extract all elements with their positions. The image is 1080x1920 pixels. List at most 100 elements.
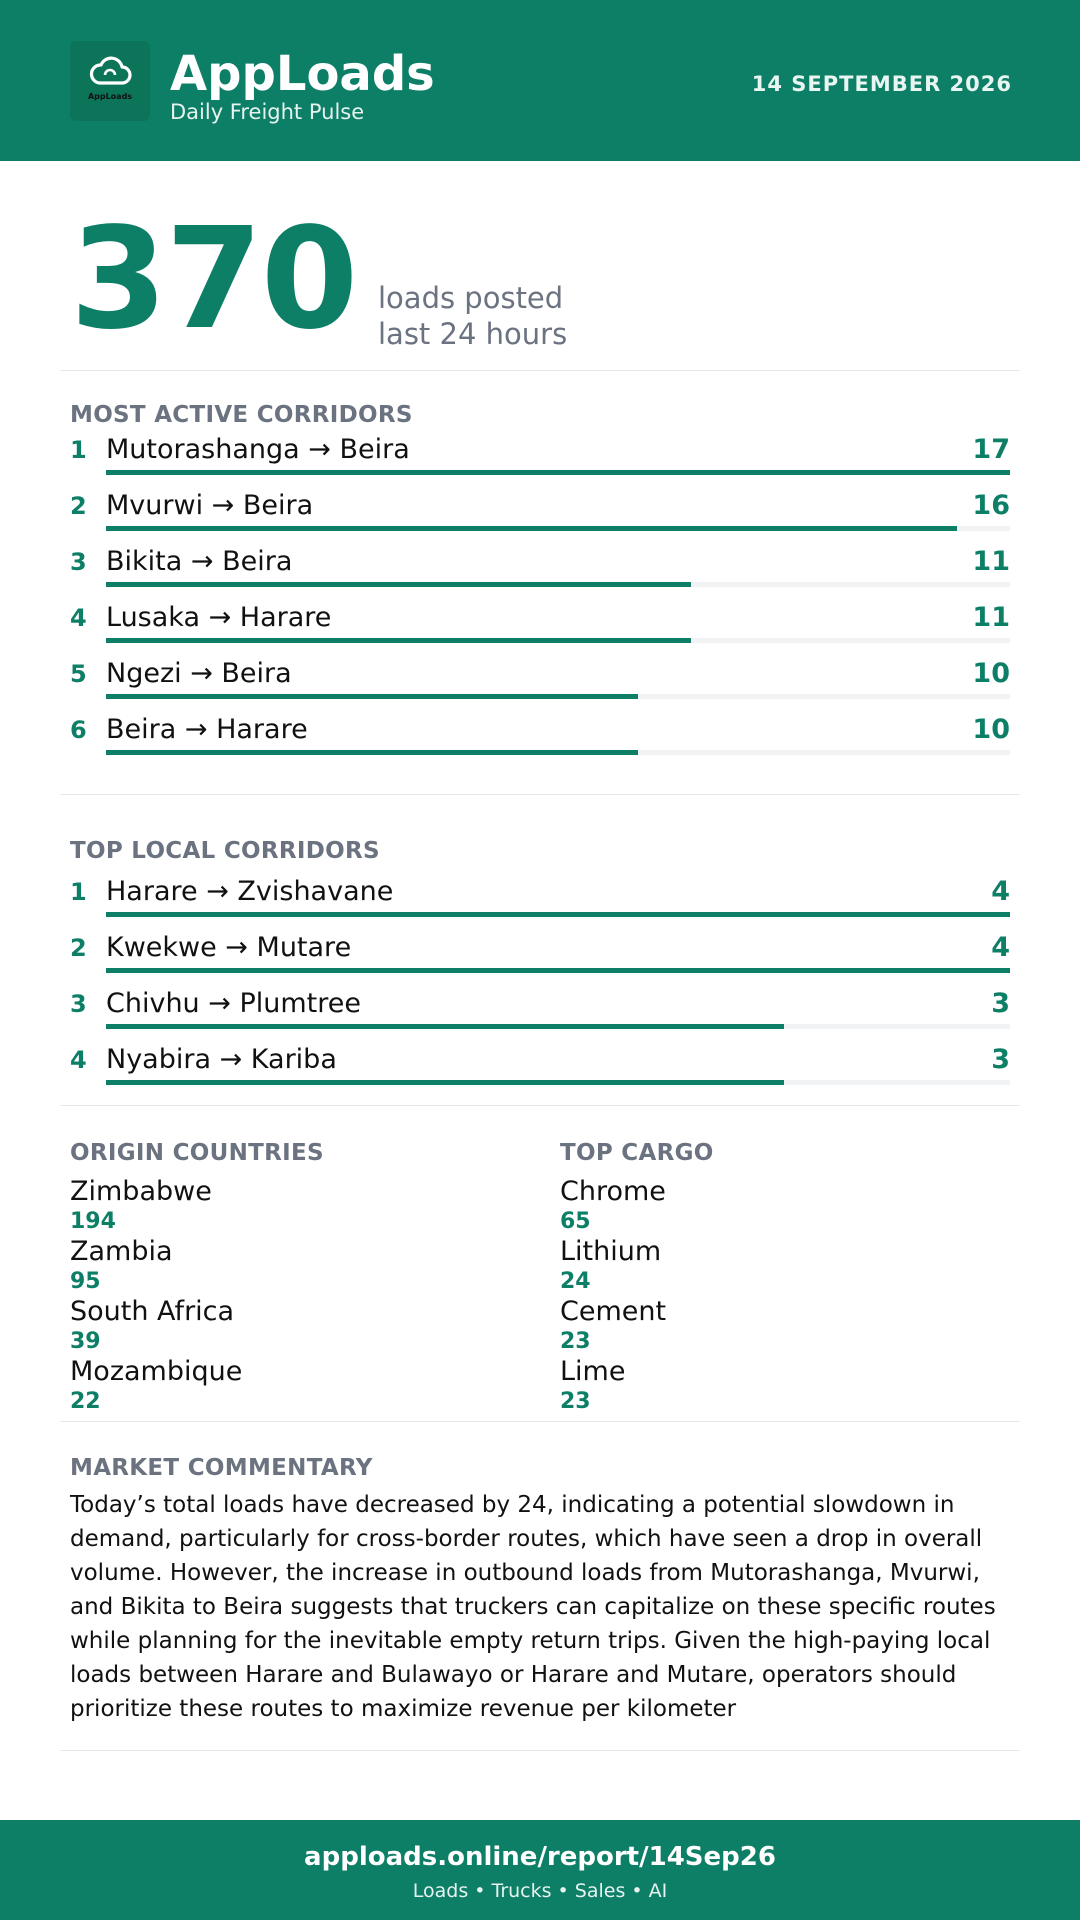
corridor-bar-track (106, 638, 1010, 643)
list-item-name: Mozambique (70, 1356, 243, 1387)
corridor-bar-track (106, 968, 1010, 973)
corridor-row: 1 Harare → Zvishavane 4 (70, 876, 1010, 932)
corridor-route: Nyabira → Kariba (106, 1044, 337, 1075)
corridor-count: 11 (972, 602, 1010, 633)
corridor-rank: 3 (70, 548, 87, 576)
corridor-route: Lusaka → Harare (106, 602, 332, 633)
corridor-bar-track (106, 470, 1010, 475)
divider (60, 1421, 1020, 1422)
corridor-bar-fill (106, 582, 691, 587)
corridor-row: 3 Bikita → Beira 11 (70, 546, 1010, 602)
list-item-value: 22 (70, 1389, 101, 1414)
corridor-bar-track (106, 1080, 1010, 1085)
origin-countries-list: Zimbabwe 194 Zambia 95 South Africa 39 Mozambi… (70, 1177, 490, 1417)
divider (60, 794, 1020, 795)
list-item-value: 23 (560, 1329, 591, 1354)
list-item-name: Lime (560, 1356, 626, 1387)
top-cargo-list: Chrome 65 Lithium 24 Cement 23 Lime 23 (560, 1177, 980, 1417)
top-cargo-title: TOP CARGO (560, 1140, 714, 1166)
corridor-row: 4 Nyabira → Kariba 3 (70, 1044, 1010, 1100)
report-header: AppLoads AppLoads Daily Freight Pulse 14… (0, 0, 1080, 161)
corridor-route: Mutorashanga → Beira (106, 434, 410, 465)
list-item-name: Zimbabwe (70, 1176, 212, 1207)
corridor-count: 10 (972, 714, 1010, 745)
corridor-row: 4 Lusaka → Harare 11 (70, 602, 1010, 658)
list-item-value: 95 (70, 1269, 101, 1294)
most-active-title: MOST ACTIVE CORRIDORS (70, 402, 413, 428)
corridor-row: 2 Mvurwi → Beira 16 (70, 490, 1010, 546)
corridor-route: Mvurwi → Beira (106, 490, 314, 521)
loads-posted-count: 370 (70, 198, 358, 361)
corridor-rank: 2 (70, 934, 87, 962)
corridor-bar-fill (106, 526, 957, 531)
corridor-rank: 1 (70, 436, 87, 464)
origin-countries-title: ORIGIN COUNTRIES (70, 1140, 324, 1166)
corridor-count: 16 (972, 490, 1010, 521)
corridor-bar-track (106, 694, 1010, 699)
divider (60, 1105, 1020, 1106)
corridor-bar-track (106, 1024, 1010, 1029)
brand-tagline: Daily Freight Pulse (170, 100, 365, 124)
corridor-count: 11 (972, 546, 1010, 577)
corridor-rank: 6 (70, 716, 87, 744)
list-item-value: 23 (560, 1389, 591, 1414)
corridor-route: Ngezi → Beira (106, 658, 292, 689)
corridor-route: Chivhu → Plumtree (106, 988, 361, 1019)
corridor-bar-track (106, 582, 1010, 587)
corridor-count: 4 (991, 876, 1010, 907)
corridor-rank: 4 (70, 604, 87, 632)
corridor-bar-track (106, 912, 1010, 917)
list-item-value: 39 (70, 1329, 101, 1354)
corridor-count: 3 (991, 1044, 1010, 1075)
corridor-row: 1 Mutorashanga → Beira 17 (70, 434, 1010, 490)
report-footer: apploads.online/report/14Sep26 Loads • T… (0, 1820, 1080, 1920)
top-local-title: TOP LOCAL CORRIDORS (70, 838, 380, 864)
corridor-row: 6 Beira → Harare 10 (70, 714, 1010, 770)
corridor-rank: 2 (70, 492, 87, 520)
corridor-bar-fill (106, 968, 1010, 973)
logo-wordmark: AppLoads (87, 92, 133, 101)
corridor-count: 3 (991, 988, 1010, 1019)
caption-line-2: last 24 hours (378, 317, 568, 351)
corridor-bar-track (106, 750, 1010, 755)
list-item-name: South Africa (70, 1296, 235, 1327)
corridor-bar-fill (106, 912, 1010, 917)
list-item-value: 24 (560, 1269, 591, 1294)
corridor-bar-fill (106, 638, 691, 643)
divider (60, 1750, 1020, 1751)
corridor-route: Beira → Harare (106, 714, 308, 745)
caption-line-1: loads posted (378, 281, 564, 315)
corridor-bar-fill (106, 470, 1010, 475)
list-item-name: Cement (560, 1296, 667, 1327)
corridor-rank: 3 (70, 990, 87, 1018)
corridor-count: 4 (991, 932, 1010, 963)
market-commentary-title: MARKET COMMENTARY (70, 1455, 373, 1481)
corridor-bar-fill (106, 750, 638, 755)
corridor-bar-fill (106, 1024, 784, 1029)
report-link[interactable]: apploads.online/report/14Sep26 (304, 1842, 776, 1872)
list-item-value: 194 (70, 1209, 116, 1234)
loads-posted-caption: loads posted last 24 hours (378, 280, 567, 352)
cloud-icon (89, 56, 132, 85)
corridor-route: Kwekwe → Mutare (106, 932, 352, 963)
report-date: 14 SEPTEMBER 2026 (751, 72, 1012, 96)
list-item-name: Zambia (70, 1236, 173, 1267)
corridor-count: 17 (972, 434, 1010, 465)
corridor-bar-fill (106, 694, 638, 699)
list-item-name: Lithium (560, 1236, 662, 1267)
corridor-row: 3 Chivhu → Plumtree 3 (70, 988, 1010, 1044)
corridor-bar-fill (106, 1080, 784, 1085)
corridor-rank: 5 (70, 660, 87, 688)
divider (60, 370, 1020, 371)
brand-name: AppLoads (170, 46, 435, 102)
list-item-name: Chrome (560, 1176, 666, 1207)
corridor-route: Bikita → Beira (106, 546, 293, 577)
corridor-count: 10 (972, 658, 1010, 689)
corridor-route: Harare → Zvishavane (106, 876, 394, 907)
corridor-row: 5 Ngezi → Beira 10 (70, 658, 1010, 714)
footer-services: Loads • Trucks • Sales • AI (412, 1880, 668, 1902)
list-item-value: 65 (560, 1209, 591, 1234)
corridor-row: 2 Kwekwe → Mutare 4 (70, 932, 1010, 988)
market-commentary-text: Today’s total loads have decreased by 24… (70, 1492, 996, 1722)
app-logo: AppLoads (70, 41, 150, 121)
